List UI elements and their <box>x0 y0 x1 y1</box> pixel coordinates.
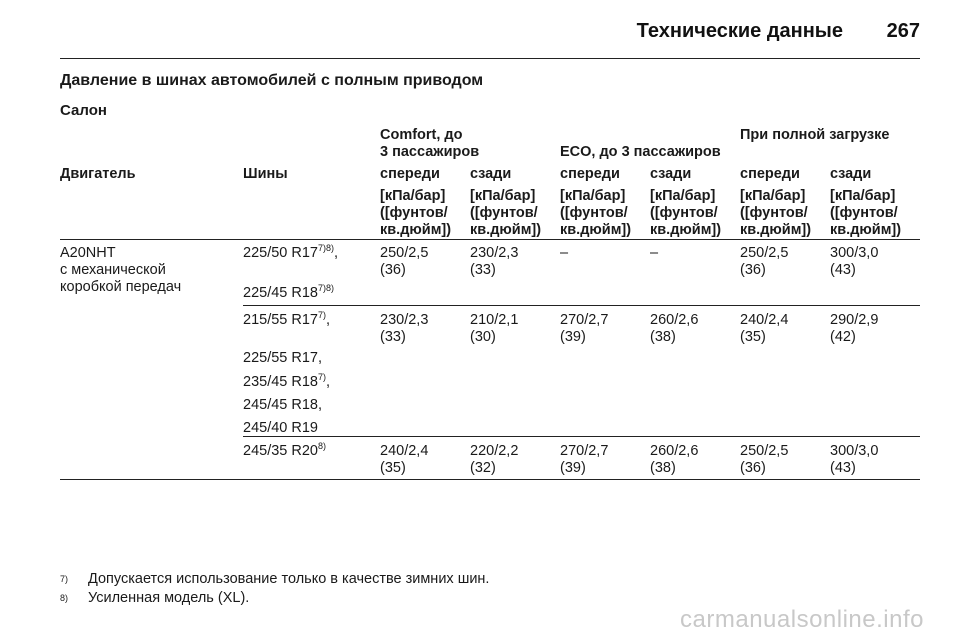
pressure-value: 300/3,0 (43) <box>830 443 879 476</box>
page-header: Технические данные 267 <box>0 0 960 60</box>
engine-cell: A20NHT с механической коробкой передач <box>60 245 182 295</box>
col-header-front: спереди <box>740 166 800 182</box>
unit-header: [кПа/бар] ([фунтов/ кв.дюйм]) <box>470 188 542 238</box>
pressure-value: 260/2,6 (38) <box>650 443 699 476</box>
col-header-rear: сзади <box>830 166 872 182</box>
page-number: 267 <box>886 20 920 42</box>
tire-size: 225/50 R177)8), <box>243 243 339 262</box>
watermark: carmanualsonline.info <box>680 606 924 633</box>
pressure-value: 250/2,5 (36) <box>380 245 429 278</box>
tire-size: 245/40 R19 <box>243 420 318 436</box>
group-header-eco: ECO, до 3 пассажиров <box>560 144 721 160</box>
group-header-full-load: При полной загрузке <box>740 127 890 143</box>
tire-size: 245/45 R18, <box>243 397 323 413</box>
pressure-value: 210/2,1 (30) <box>470 312 519 345</box>
group-header-comfort: Comfort, до 3 пассажиров <box>380 127 480 160</box>
col-header-front: спереди <box>380 166 440 182</box>
tire-size: 225/45 R187)8) <box>243 283 334 302</box>
pressure-value: 230/2,3 (33) <box>380 312 429 345</box>
pressure-value: 220/2,2 (32) <box>470 443 519 476</box>
col-header-rear: сзади <box>650 166 692 182</box>
col-header-rear: сзади <box>470 166 512 182</box>
pressure-value: 300/3,0 (43) <box>830 245 879 278</box>
footnote-mark: 7) <box>60 574 69 584</box>
subsection-title: Салон <box>60 102 107 119</box>
pressure-value: 230/2,3 (33) <box>470 245 519 278</box>
page-header-title: Технические данные <box>636 20 843 42</box>
unit-header: [кПа/бар] ([фунтов/ кв.дюйм]) <box>740 188 812 238</box>
tire-size: 245/35 R208) <box>243 441 326 460</box>
pressure-value: 250/2,5 (36) <box>740 443 789 476</box>
pressure-value: 270/2,7 (39) <box>560 312 609 345</box>
table-bottom-rule <box>60 479 920 480</box>
col-header-front: спереди <box>560 166 620 182</box>
pressure-value: 270/2,7 (39) <box>560 443 609 476</box>
pressure-value: – <box>650 245 659 261</box>
footnote: 7) Допускается использование только в ка… <box>60 570 489 589</box>
pressure-value: 290/2,9 (42) <box>830 312 879 345</box>
footnote: 8) Усиленная модель (XL). <box>60 589 489 608</box>
pressure-value: – <box>560 245 569 261</box>
pressure-value: 240/2,4 (35) <box>740 312 789 345</box>
col-header-tires: Шины <box>243 166 288 182</box>
unit-header: [кПа/бар] ([фунтов/ кв.дюйм]) <box>650 188 722 238</box>
pressure-value: 240/2,4 (35) <box>380 443 429 476</box>
col-header-engine: Двигатель <box>60 166 136 182</box>
unit-header: [кПа/бар] ([фунтов/ кв.дюйм]) <box>830 188 902 238</box>
tire-size: 235/45 R187), <box>243 372 331 391</box>
group-rule <box>243 305 920 306</box>
header-divider <box>60 58 920 59</box>
footnote-mark: 8) <box>60 593 69 603</box>
unit-header: [кПа/бар] ([фунтов/ кв.дюйм]) <box>560 188 632 238</box>
tire-size: 215/55 R177), <box>243 310 331 329</box>
footnote-text: Допускается использование только в качес… <box>88 571 490 587</box>
group-rule <box>243 436 920 437</box>
pressure-value: 260/2,6 (38) <box>650 312 699 345</box>
tire-size: 225/55 R17, <box>243 350 323 366</box>
section-title: Давление в шинах автомобилей с полным пр… <box>60 72 484 89</box>
unit-header: [кПа/бар] ([фунтов/ кв.дюйм]) <box>380 188 452 238</box>
pressure-value: 250/2,5 (36) <box>740 245 789 278</box>
header-rule <box>60 239 920 240</box>
footnote-text: Усиленная модель (XL). <box>88 590 250 606</box>
footnotes: 7) Допускается использование только в ка… <box>60 570 489 608</box>
